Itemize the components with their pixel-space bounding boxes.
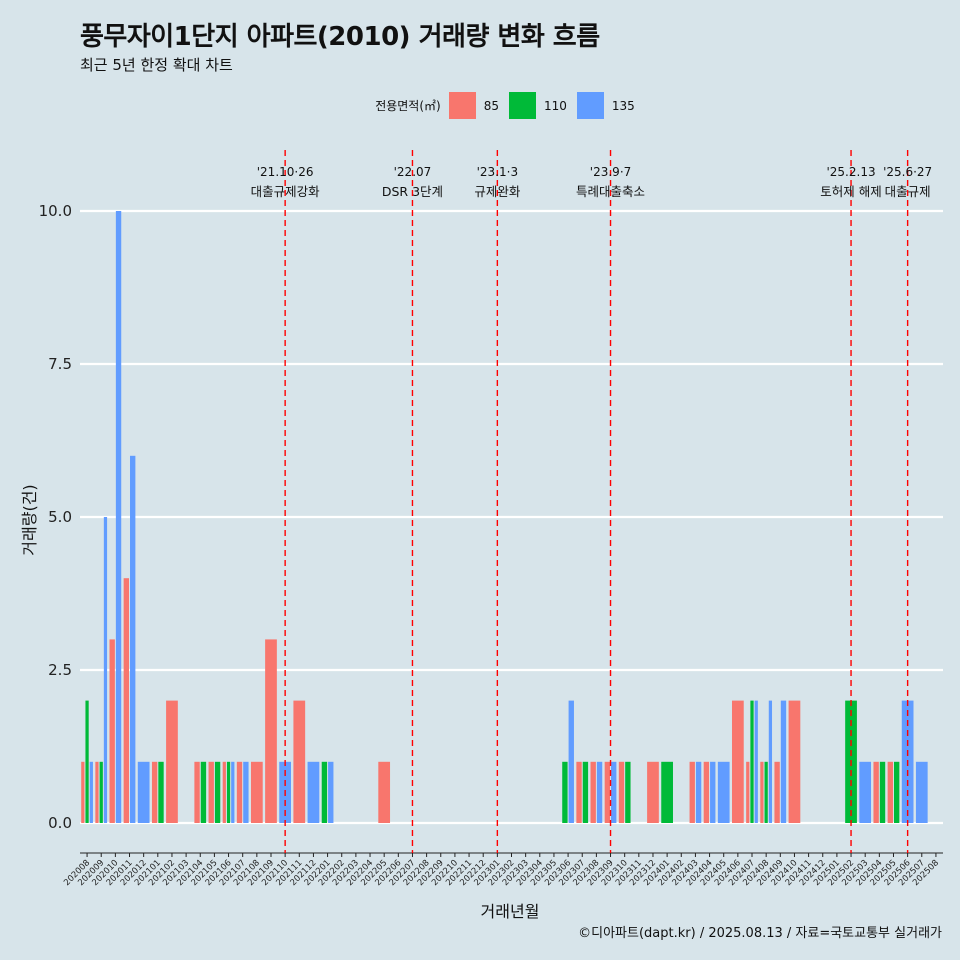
bar-85-202101 (151, 761, 158, 823)
legend-label-135: 135 (611, 98, 635, 113)
bar-85-202408 (760, 761, 764, 823)
event-name-label: 규제완화 (474, 184, 521, 199)
chart-subtitle: 최근 5년 한정 확대 차트 (80, 56, 233, 74)
bar-85-202403 (689, 761, 695, 823)
legend-swatch-85 (448, 92, 476, 119)
event-name-label: DSR 3단계 (382, 184, 443, 199)
bar-85-202309 (604, 761, 611, 823)
bar-85-202109 (265, 639, 277, 823)
event-date-label: '25.6·27 (883, 165, 932, 179)
bar-85-202108 (250, 761, 263, 823)
bar-85-202404 (703, 761, 710, 823)
chart-caption: ©디아파트(dapt.kr) / 2025.08.13 / 자료=국토교통부 실… (578, 926, 942, 941)
event-date-label: '22.07 (394, 165, 432, 179)
bar-110-202306 (562, 761, 568, 823)
bar-135-202306 (568, 700, 574, 823)
legend-swatch-110 (509, 92, 536, 119)
bar-85-202107 (236, 761, 243, 823)
bar-135-202405 (717, 761, 730, 823)
bar-85-202312 (647, 761, 659, 823)
bar-110-202505 (893, 761, 900, 823)
bar-135-202201 (328, 761, 334, 823)
bar-110-202401 (661, 761, 673, 823)
bar-85-202310 (618, 761, 625, 823)
bar-110-202408 (764, 761, 768, 823)
bar-110-202105 (214, 761, 221, 823)
bar-85-202308 (590, 761, 596, 823)
bar-110-202009 (99, 761, 103, 823)
bar-85-202307 (576, 761, 582, 823)
legend-label-85: 85 (483, 98, 499, 113)
bar-135-202404 (710, 761, 716, 823)
bar-110-202008 (85, 700, 89, 823)
bar-110-202310 (625, 761, 631, 823)
x-axis-title: 거래년월 (480, 902, 540, 921)
bar-135-202503 (859, 761, 872, 823)
bar-135-202107 (243, 761, 249, 823)
bar-85-202105 (208, 761, 214, 823)
legend-title: 전용면적(㎡) (375, 99, 441, 113)
bar-85-202409 (774, 761, 780, 823)
event-name-label: 대출규제강화 (251, 184, 321, 199)
event-date-label: '21.10·26 (257, 165, 314, 179)
bar-110-202201 (321, 761, 328, 823)
bar-135-202408 (768, 700, 773, 823)
bar-135-202409 (780, 700, 787, 823)
bar-135-202008 (89, 761, 93, 823)
bar-85-202205 (378, 761, 391, 823)
bar-135-202012 (137, 761, 150, 823)
bar-135-202010 (115, 211, 122, 823)
legend: 전용면적(㎡) 85 110 135 (0, 92, 960, 119)
event-name-label: 토허제 해제 (820, 184, 881, 199)
bar-135-202403 (695, 761, 702, 823)
event-date-label: '23.1·3 (477, 165, 518, 179)
bar-85-202008 (81, 761, 85, 823)
bar-135-202309 (611, 761, 617, 823)
bar-135-202011 (130, 455, 136, 823)
bar-135-202106 (231, 761, 235, 823)
y-tick-label: 5.0 (48, 508, 72, 526)
y-tick-label: 0.0 (48, 814, 72, 832)
bar-110-202307 (582, 761, 589, 823)
y-axis-title: 거래량(건) (20, 484, 39, 556)
bar-135-202009 (103, 517, 108, 823)
legend-label-110: 110 (544, 98, 567, 113)
legend-item-135: 135 (576, 92, 635, 119)
event-date-label: '23.9·7 (590, 165, 631, 179)
bar-135-202112 (307, 761, 320, 823)
event-name-label: 특례대출축소 (576, 184, 645, 199)
bar-85-202111 (293, 700, 306, 823)
bar-110-202104 (200, 761, 207, 823)
bar-135-202407 (754, 700, 758, 823)
legend-item-85: 85 (448, 92, 499, 119)
bar-110-202407 (750, 700, 754, 823)
legend-item-110: 110 (509, 92, 567, 119)
bar-85-202406 (731, 700, 744, 823)
chart-title: 풍무자이1단지 아파트(2010) 거래량 변화 흐름 (80, 22, 600, 52)
bar-85-202407 (746, 761, 750, 823)
bar-85-202505 (887, 761, 893, 823)
y-tick-label: 7.5 (48, 355, 72, 373)
event-name-label: 대출규제 (885, 184, 931, 199)
y-tick-label: 10.0 (39, 202, 72, 220)
bar-85-202011 (123, 578, 130, 823)
bar-135-202308 (596, 761, 603, 823)
bar-85-202106 (222, 761, 226, 823)
bar-85-202102 (166, 700, 178, 823)
legend-swatch-135 (576, 92, 604, 119)
bar-85-202504 (873, 761, 879, 823)
y-tick-label: 2.5 (48, 661, 72, 679)
bar-85-202010 (109, 639, 115, 823)
bar-110-202106 (226, 761, 231, 823)
bar-135-202507 (915, 761, 928, 823)
bar-110-202504 (879, 761, 886, 823)
bar-110-202101 (158, 761, 164, 823)
bar-85-202104 (194, 761, 200, 823)
bar-85-202009 (95, 761, 99, 823)
event-date-label: '25.2.13 (826, 165, 875, 179)
bar-85-202410 (788, 700, 801, 823)
